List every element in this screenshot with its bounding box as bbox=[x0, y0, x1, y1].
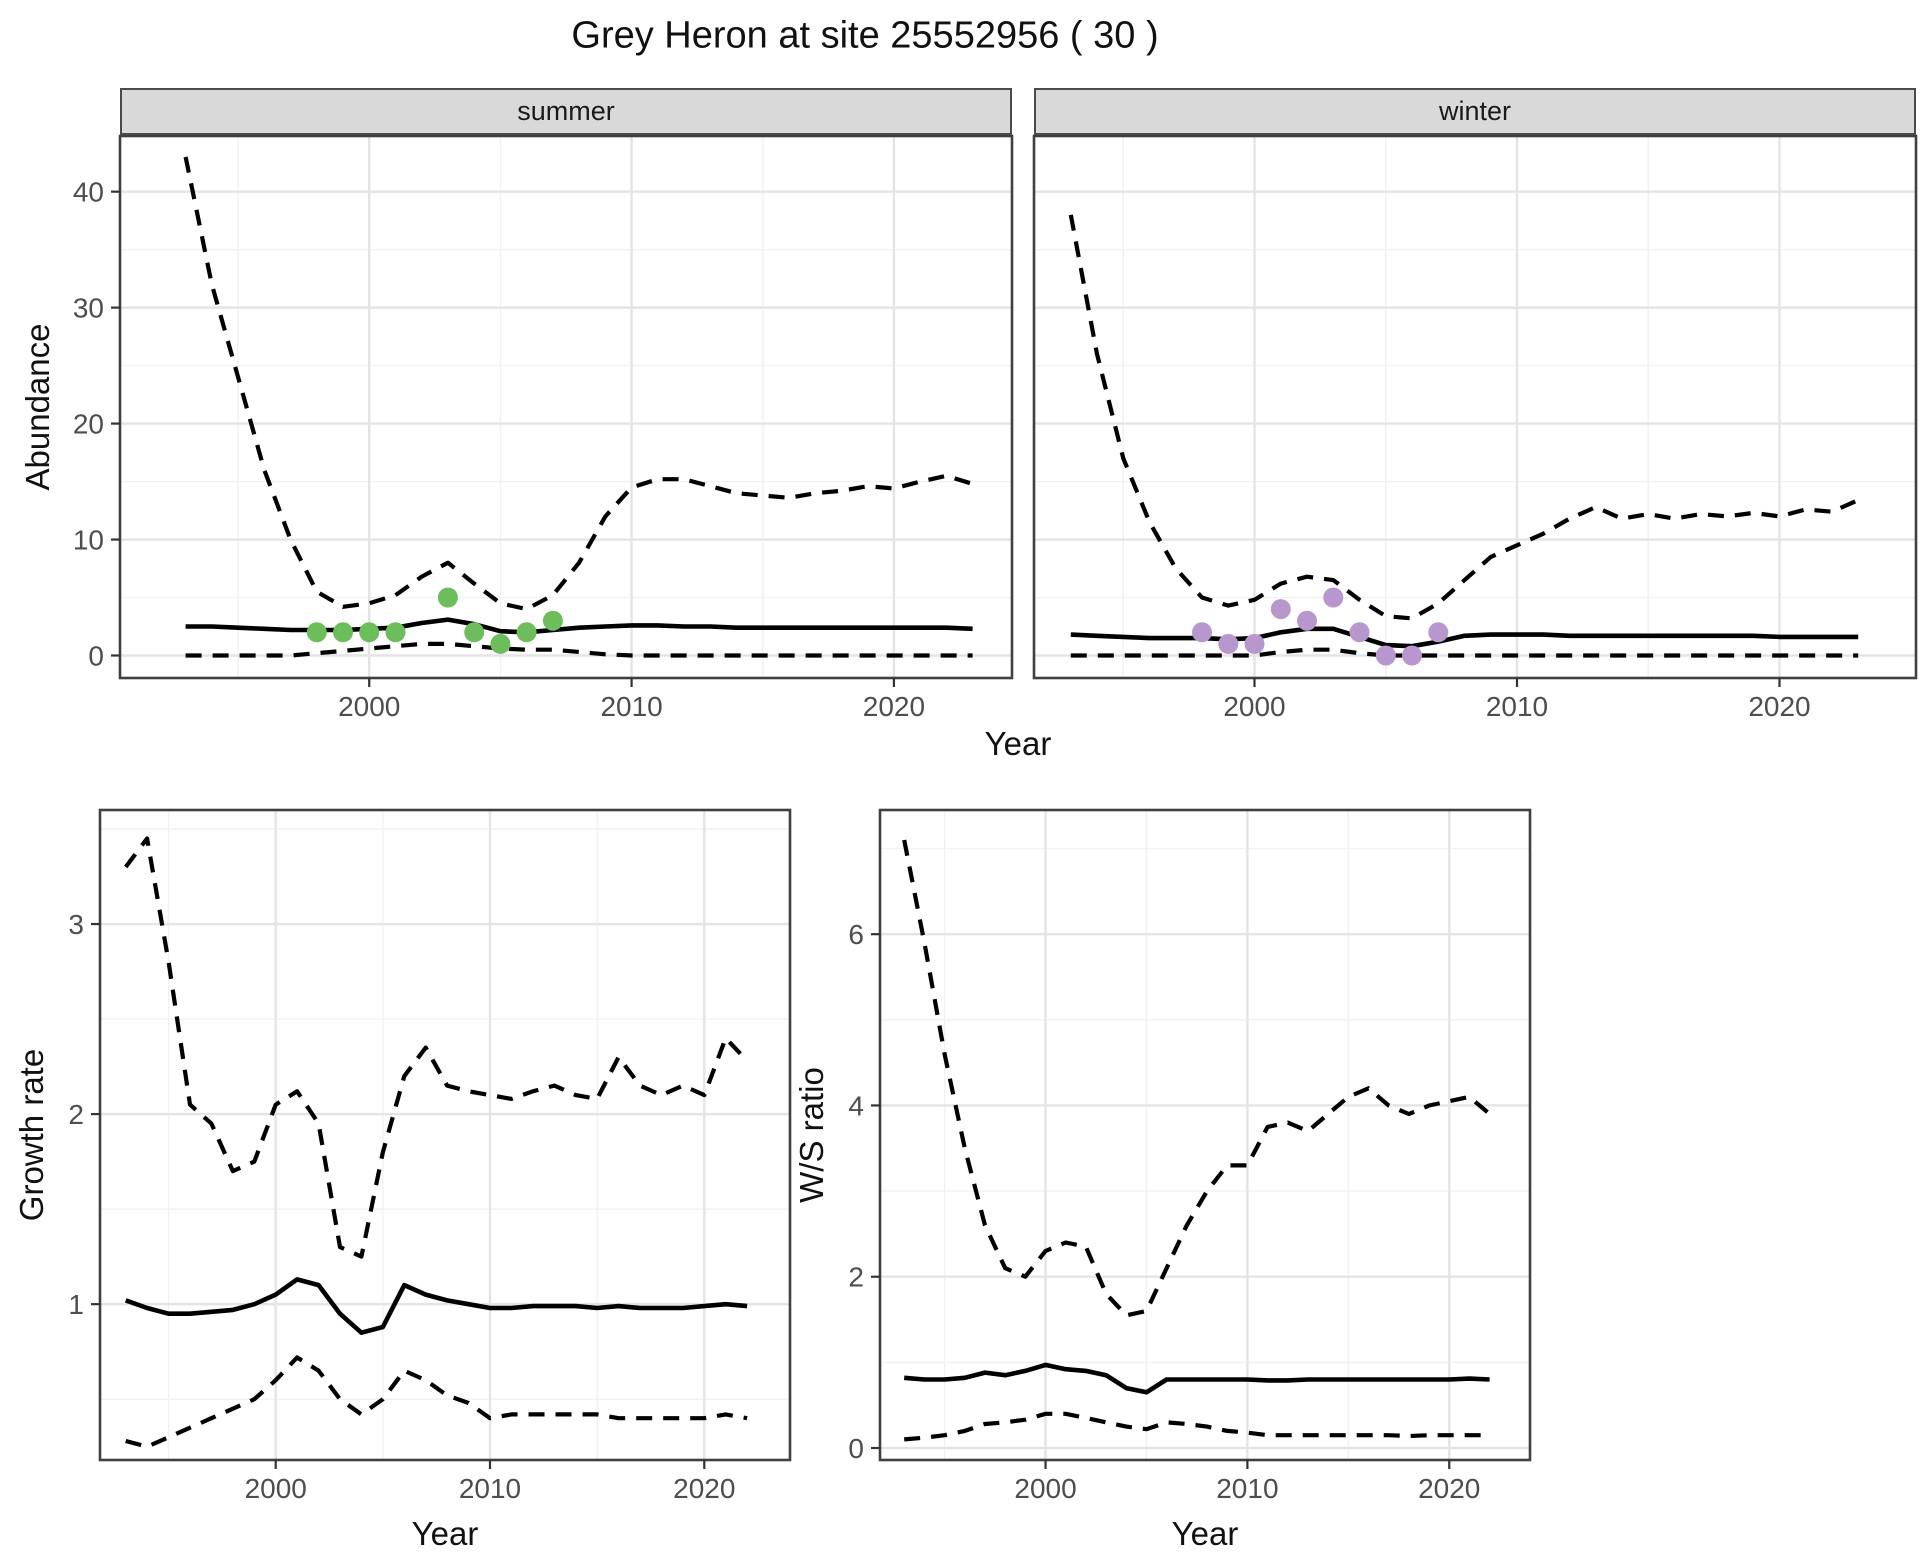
y-tick-label: 4 bbox=[848, 1090, 864, 1121]
panel-border bbox=[1032, 134, 1918, 680]
panel-background bbox=[100, 810, 790, 1460]
panel-background bbox=[1034, 136, 1916, 678]
y-tick-label: 20 bbox=[73, 409, 104, 440]
abundance-axis-title: Abundance bbox=[19, 323, 56, 491]
x-tick-label: 2000 bbox=[1014, 1473, 1076, 1504]
observation-point bbox=[1349, 622, 1370, 643]
series-upper-ci bbox=[124, 836, 749, 1259]
observation-point bbox=[490, 633, 511, 654]
observation-point bbox=[333, 622, 353, 643]
observation-point bbox=[359, 622, 380, 643]
observation-point bbox=[464, 622, 485, 643]
x-tick-label: 2020 bbox=[1418, 1473, 1480, 1504]
x-tick-label: 2020 bbox=[673, 1473, 735, 1504]
observation-point bbox=[1375, 645, 1396, 666]
observation-point bbox=[542, 610, 563, 631]
series-lower-ci bbox=[185, 641, 973, 658]
y-tick-label: 40 bbox=[73, 177, 104, 208]
y-tick-label: 0 bbox=[88, 641, 104, 672]
y-tick-label: 2 bbox=[68, 1099, 84, 1130]
observation-point bbox=[1270, 599, 1291, 620]
top-row-x-axis-title: Year bbox=[984, 725, 1052, 762]
series-upper-ci bbox=[1068, 214, 1860, 621]
facet-strip-winter: winter bbox=[1034, 88, 1916, 135]
observation-point bbox=[1323, 587, 1344, 608]
observation-point bbox=[306, 622, 327, 643]
series-lower-ci bbox=[1070, 647, 1859, 658]
panel-ws-ratio: 2000 2010 2020 0 2 4 6 bbox=[848, 808, 1532, 1504]
x-tick-label: 2020 bbox=[863, 691, 925, 722]
y-tick-label: 2 bbox=[848, 1262, 864, 1293]
y-tick-label: 0 bbox=[848, 1433, 864, 1464]
facet-strip-summer-label: summer bbox=[517, 96, 615, 126]
x-tick-label: 2000 bbox=[245, 1473, 307, 1504]
series-lower-ci bbox=[125, 1355, 748, 1449]
y-tick-label: 6 bbox=[848, 919, 864, 950]
y-tick-label: 10 bbox=[73, 525, 104, 556]
panel-border bbox=[878, 808, 1532, 1462]
growth-rate-axis-title: Growth rate bbox=[13, 1048, 50, 1222]
panel-border bbox=[118, 134, 1014, 680]
facet-strip-summer: summer bbox=[120, 88, 1012, 135]
y-tick-label: 1 bbox=[68, 1289, 84, 1320]
panel-growth-rate: 2000 2010 2020 1 2 3 bbox=[68, 808, 792, 1504]
series-median bbox=[904, 1362, 1490, 1395]
observation-point bbox=[516, 622, 537, 643]
x-tick-label: 2000 bbox=[338, 691, 400, 722]
panel-background bbox=[120, 136, 1012, 678]
observation-point bbox=[1428, 622, 1449, 643]
x-tick-label: 2020 bbox=[1748, 691, 1810, 722]
observation-point bbox=[437, 587, 458, 608]
y-tick-label: 3 bbox=[68, 909, 84, 940]
observation-point bbox=[1218, 633, 1239, 654]
x-tick-label: 2000 bbox=[1223, 691, 1285, 722]
ws-ratio-x-axis-title: Year bbox=[1171, 1515, 1239, 1552]
figure-title: Grey Heron at site 25552956 ( 30 ) bbox=[571, 14, 1159, 57]
panel-border bbox=[98, 808, 792, 1462]
observation-point bbox=[1244, 633, 1265, 654]
facet-strip-winter-label: winter bbox=[1438, 96, 1512, 126]
series-upper-ci bbox=[902, 839, 1491, 1318]
x-tick-label: 2010 bbox=[600, 691, 662, 722]
ws-ratio-axis-title: W/S ratio bbox=[793, 1067, 830, 1203]
observation-point bbox=[1402, 645, 1422, 666]
observation-point bbox=[385, 622, 406, 643]
growth-rate-x-axis-title: Year bbox=[411, 1515, 479, 1552]
x-tick-label: 2010 bbox=[1486, 691, 1548, 722]
observation-point bbox=[1192, 622, 1212, 643]
x-tick-label: 2010 bbox=[459, 1473, 521, 1504]
series-median bbox=[124, 1277, 748, 1335]
panel-abundance-winter: 2000 2010 2020 bbox=[1032, 134, 1918, 722]
panel-abundance-summer: 2000 2010 2020 0 10 20 30 40 bbox=[73, 134, 1014, 722]
x-tick-label: 2010 bbox=[1216, 1473, 1278, 1504]
series-lower-ci bbox=[904, 1411, 1490, 1442]
series-upper-ci bbox=[183, 156, 974, 612]
panel-background bbox=[880, 810, 1530, 1460]
observation-point bbox=[1297, 610, 1317, 631]
y-tick-label: 30 bbox=[73, 293, 104, 324]
